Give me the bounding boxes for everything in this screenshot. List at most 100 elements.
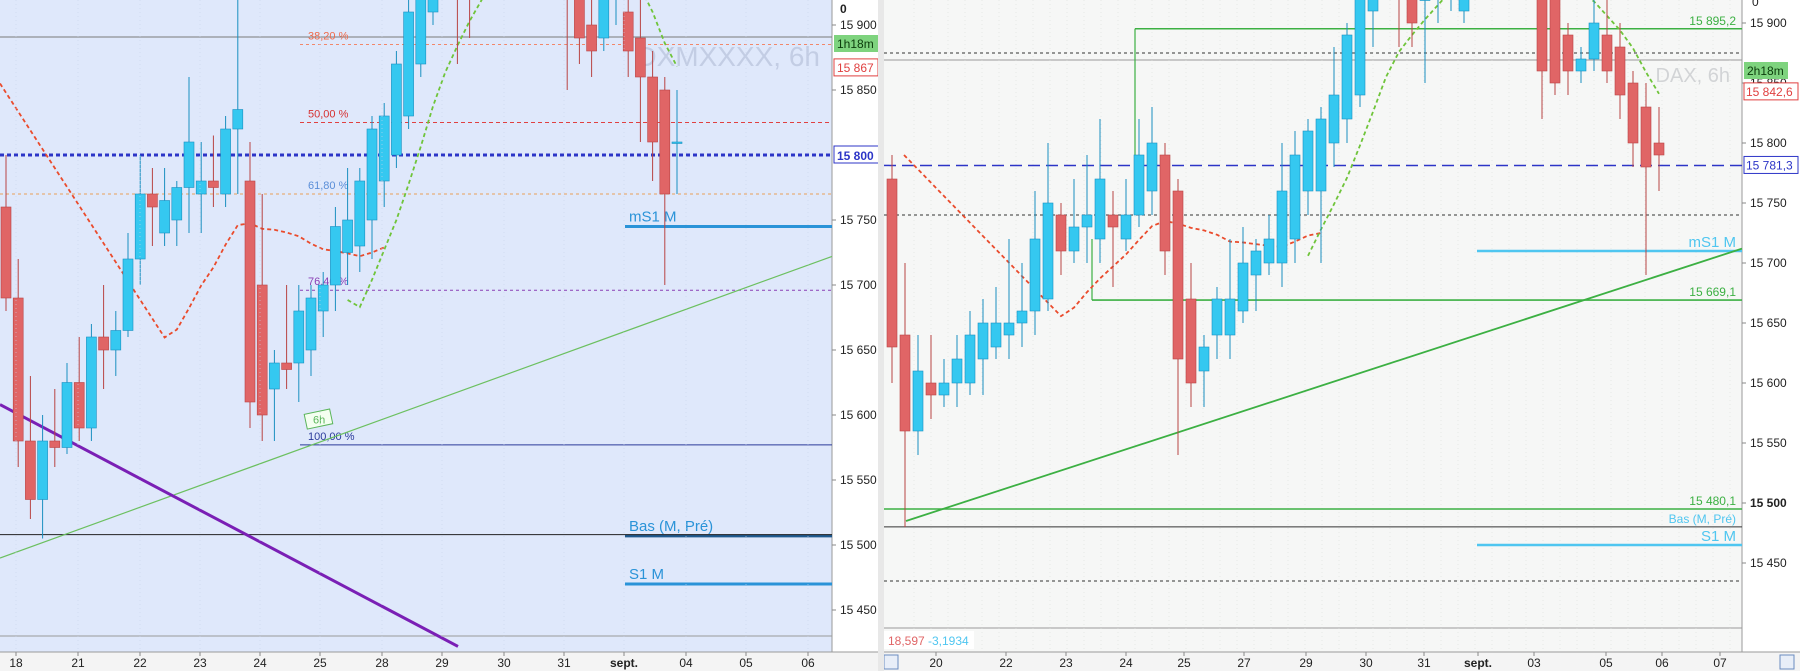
- candle-7[interactable]: [86, 336, 97, 429]
- candle-7[interactable]: [977, 322, 989, 360]
- candle-8[interactable]: [98, 336, 109, 351]
- candle-33[interactable]: [1315, 118, 1327, 192]
- candle-17[interactable]: [208, 180, 219, 188]
- candle-0[interactable]: [0, 206, 12, 299]
- candle-29[interactable]: [1263, 238, 1275, 264]
- candle-10[interactable]: [1016, 310, 1028, 324]
- candle-30[interactable]: [1276, 190, 1288, 264]
- candle-5[interactable]: [61, 382, 73, 448]
- annotation-box[interactable]: [303, 408, 334, 430]
- candle-56[interactable]: [1614, 46, 1626, 96]
- candle-11[interactable]: [134, 193, 146, 260]
- candle-47[interactable]: [574, 0, 585, 39]
- candle-6[interactable]: [73, 382, 85, 429]
- candle-51[interactable]: [1549, 0, 1561, 84]
- candle-16[interactable]: [1094, 178, 1106, 240]
- candle-51[interactable]: [622, 11, 634, 52]
- candle-58[interactable]: [1640, 106, 1652, 168]
- candle-19[interactable]: [232, 109, 244, 130]
- candle-21[interactable]: [1159, 154, 1171, 252]
- candle-40[interactable]: [1406, 0, 1418, 24]
- candle-9[interactable]: [110, 330, 122, 351]
- candle-20[interactable]: [244, 180, 256, 403]
- candle-23[interactable]: [1185, 298, 1197, 384]
- candle-48[interactable]: [586, 24, 597, 52]
- candle-18[interactable]: [220, 128, 231, 195]
- candle-13[interactable]: [1055, 214, 1067, 252]
- candle-28[interactable]: [342, 219, 353, 253]
- candle-52[interactable]: [1562, 34, 1574, 72]
- candle-12[interactable]: [1042, 202, 1054, 300]
- candle-53[interactable]: [647, 76, 658, 143]
- candle-27[interactable]: [1237, 262, 1249, 312]
- candle-4[interactable]: [938, 382, 950, 396]
- candle-33[interactable]: [403, 11, 414, 117]
- green-trendline[interactable]: [905, 247, 1743, 522]
- candle-34[interactable]: [1328, 94, 1340, 144]
- chart-dax[interactable]: DAX, 6h16 062,015 993,6Piv M15 895,2mS1 …: [884, 0, 1800, 671]
- candle-27[interactable]: [330, 226, 341, 286]
- candle-22[interactable]: [1172, 190, 1184, 360]
- candle-21[interactable]: [256, 284, 268, 416]
- candle-50[interactable]: [1536, 0, 1548, 72]
- candle-4[interactable]: [49, 440, 61, 448]
- candle-13[interactable]: [159, 200, 170, 234]
- candle-9[interactable]: [1003, 322, 1015, 336]
- candle-24[interactable]: [1198, 346, 1210, 372]
- candle-55[interactable]: [1601, 34, 1613, 72]
- candle-14[interactable]: [171, 187, 183, 221]
- candle-24[interactable]: [293, 310, 305, 364]
- candle-41[interactable]: [1419, 0, 1431, 1]
- candle-55[interactable]: [671, 141, 683, 144]
- purple-trendline[interactable]: [0, 403, 459, 648]
- candle-26[interactable]: [1224, 298, 1236, 336]
- candle-1[interactable]: [12, 297, 24, 442]
- candle-1[interactable]: [899, 334, 911, 432]
- candle-16[interactable]: [195, 180, 207, 195]
- chart-dxmxxxx[interactable]: DXMXXXX, 6h0,00 %Piv M23,60 %38,20 %50,0…: [0, 0, 878, 671]
- candle-26[interactable]: [317, 284, 329, 312]
- chart-divider[interactable]: [878, 0, 884, 671]
- candle-57[interactable]: [1627, 82, 1639, 144]
- scroll-left-button[interactable]: [884, 654, 899, 670]
- candle-54[interactable]: [1588, 22, 1600, 60]
- candle-59[interactable]: [1653, 142, 1665, 156]
- candle-31[interactable]: [378, 115, 390, 182]
- candle-18[interactable]: [1120, 214, 1132, 240]
- candle-35[interactable]: [427, 0, 439, 13]
- candle-3[interactable]: [925, 382, 937, 396]
- candle-17[interactable]: [1107, 214, 1119, 228]
- candle-54[interactable]: [659, 89, 671, 195]
- candle-28[interactable]: [1250, 250, 1262, 276]
- candle-2[interactable]: [912, 370, 924, 432]
- candle-5[interactable]: [951, 358, 963, 384]
- candle-3[interactable]: [37, 440, 48, 500]
- candle-25[interactable]: [1211, 298, 1223, 336]
- candle-44[interactable]: [1458, 0, 1470, 12]
- scroll-right-button[interactable]: [1779, 654, 1795, 670]
- candle-49[interactable]: [598, 0, 610, 39]
- candle-14[interactable]: [1068, 226, 1080, 252]
- candle-30[interactable]: [366, 128, 378, 221]
- candle-31[interactable]: [1289, 154, 1301, 240]
- candle-34[interactable]: [415, 0, 427, 65]
- candle-10[interactable]: [122, 258, 134, 331]
- candle-23[interactable]: [281, 362, 292, 370]
- candle-37[interactable]: [1367, 0, 1379, 12]
- candle-29[interactable]: [354, 180, 366, 247]
- candle-22[interactable]: [269, 362, 280, 390]
- candle-20[interactable]: [1146, 142, 1158, 192]
- candle-52[interactable]: [635, 37, 646, 78]
- candle-6[interactable]: [964, 334, 976, 384]
- candle-12[interactable]: [147, 193, 158, 208]
- candle-8[interactable]: [990, 322, 1002, 348]
- candle-11[interactable]: [1029, 238, 1041, 312]
- candle-35[interactable]: [1341, 34, 1353, 120]
- candle-19[interactable]: [1133, 154, 1145, 216]
- green-trendline[interactable]: [0, 255, 833, 559]
- candle-53[interactable]: [1575, 58, 1587, 72]
- candle-15[interactable]: [183, 141, 195, 188]
- candle-32[interactable]: [391, 63, 402, 156]
- candle-32[interactable]: [1302, 130, 1314, 192]
- candle-2[interactable]: [25, 440, 36, 500]
